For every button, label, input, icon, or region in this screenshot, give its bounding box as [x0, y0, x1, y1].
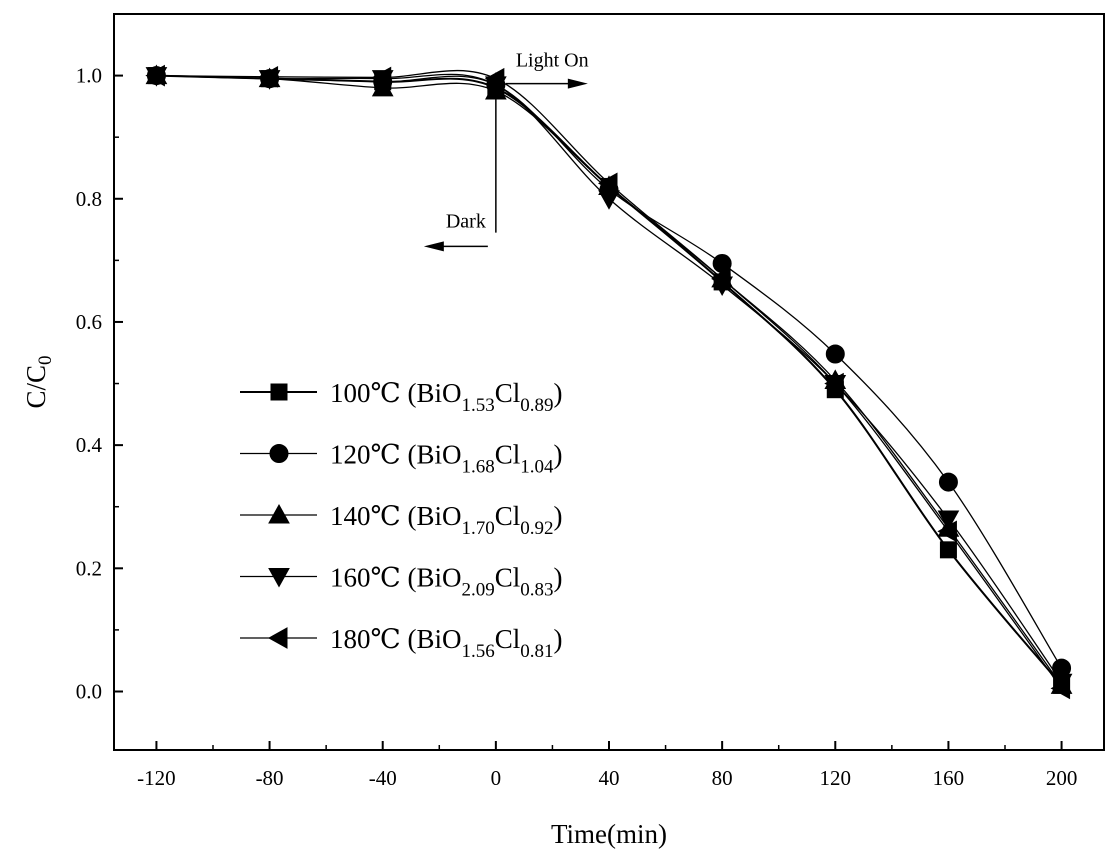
- data-point: [711, 267, 731, 290]
- series-lines: [156, 69, 1063, 689]
- legend-label-part: 1.56: [461, 641, 494, 662]
- data-point: [597, 172, 618, 195]
- legend-label-part: Cl: [495, 563, 521, 593]
- y-tick-label: 0.0: [76, 679, 102, 703]
- data-point: [824, 372, 844, 395]
- y-tick-label: 0.6: [76, 310, 102, 334]
- series-line-3: [156, 74, 1063, 686]
- legend-marker: [270, 383, 288, 401]
- legend-label-part: 1.68: [461, 457, 494, 478]
- legend-label-part: 1.70: [461, 518, 494, 539]
- legend-label-part: Cl: [495, 440, 521, 470]
- legend-label-part: (BiO: [401, 440, 462, 470]
- legend-label-part: (BiO: [401, 624, 462, 654]
- legend-label-4: 160℃ (BiO2.09Cl0.83): [330, 563, 562, 601]
- y-axis-title: C/C0: [21, 355, 56, 408]
- x-tick-label: 40: [599, 766, 620, 790]
- legend-label-part: (BiO: [401, 378, 462, 408]
- legend-label-part: 160℃: [330, 563, 401, 593]
- data-point: [825, 344, 845, 364]
- legend-marker: [268, 503, 290, 524]
- legend-marker: [269, 444, 289, 463]
- annotations: Light On Dark: [423, 50, 589, 252]
- x-tick-label: 200: [1046, 766, 1078, 790]
- series-line-2: [156, 74, 1063, 669]
- legend-label-5: 180℃ (BiO1.56Cl0.81): [330, 624, 562, 662]
- legend-label-part: ): [553, 563, 562, 593]
- series-markers: [145, 64, 1073, 700]
- legend-label-part: 2.09: [461, 580, 494, 601]
- legend-label-part: 0.92: [520, 518, 553, 539]
- data-point: [937, 510, 960, 531]
- series-line-5: [156, 69, 1063, 689]
- plot-frame: [113, 13, 1105, 751]
- legend-label-part: ): [553, 378, 562, 408]
- legend-label-part: ): [553, 501, 562, 531]
- x-tick-label: -120: [137, 766, 176, 790]
- legend-label-2: 120℃ (BiO1.68Cl1.04): [330, 440, 562, 478]
- dark-arrow-head: [423, 241, 444, 252]
- y-tick-label: 0.8: [76, 187, 102, 211]
- light-on-arrow-head: [567, 78, 588, 89]
- legend-label-part: 100℃: [330, 378, 401, 408]
- y-tick-label: 1.0: [76, 64, 102, 88]
- legend-label-3: 140℃ (BiO1.70Cl0.92): [330, 501, 562, 539]
- legend-label-part: Cl: [495, 624, 521, 654]
- legend-label-part: Cl: [495, 378, 521, 408]
- legend-label-part: 120℃: [330, 440, 401, 470]
- data-point: [371, 66, 392, 89]
- x-tick-label: -80: [256, 766, 284, 790]
- svg-text:C/C0: C/C0: [21, 355, 56, 408]
- data-point: [145, 64, 165, 87]
- legend-marker: [268, 568, 290, 588]
- x-tick-label: -40: [369, 766, 397, 790]
- data-point: [598, 190, 620, 210]
- x-tick-label: 160: [933, 766, 965, 790]
- legend-label-part: ): [553, 624, 562, 654]
- data-point: [1050, 677, 1071, 700]
- dark-label: Dark: [446, 210, 486, 232]
- legend-marker: [267, 627, 288, 649]
- legend-label-part: 180℃: [330, 624, 401, 654]
- series-line-4: [156, 73, 1063, 683]
- legend-label-part: 1.04: [520, 457, 554, 478]
- legend-label-1: 100℃ (BiO1.53Cl0.89): [330, 378, 562, 416]
- data-point: [939, 541, 957, 559]
- y-axis-title-sub: 0: [35, 355, 56, 365]
- y-axis-title-main: C/C: [21, 365, 51, 409]
- legend-label-part: 140℃: [330, 501, 401, 531]
- x-tick-label: 120: [820, 766, 852, 790]
- series-line-1: [156, 74, 1063, 686]
- data-point: [258, 65, 279, 88]
- x-tick-label: 80: [712, 766, 733, 790]
- legend-label-part: (BiO: [401, 501, 462, 531]
- legend-label-part: Cl: [495, 501, 521, 531]
- axis-ticks: -120 -80 -40 0 40 80 120 160 2000.00.20.40.60.81…: [76, 13, 1078, 790]
- legend-label-part: 0.81: [520, 641, 553, 662]
- x-tick-label: 0: [491, 766, 502, 790]
- legend-label-part: ): [553, 440, 562, 470]
- y-tick-label: 0.2: [76, 556, 102, 580]
- x-axis-title: Time(min): [551, 819, 667, 849]
- legend-label-part: 0.89: [520, 395, 553, 416]
- legend: 100℃ (BiO1.53Cl0.89)120℃ (BiO1.68Cl1.04)…: [240, 378, 562, 662]
- legend-label-part: (BiO: [401, 563, 462, 593]
- light-on-label: Light On: [516, 50, 589, 72]
- legend-label-part: 1.53: [461, 395, 494, 416]
- data-point: [937, 520, 957, 543]
- legend-label-part: 0.83: [520, 580, 553, 601]
- data-point: [938, 472, 958, 492]
- y-tick-label: 0.4: [76, 433, 103, 457]
- data-point: [484, 67, 505, 90]
